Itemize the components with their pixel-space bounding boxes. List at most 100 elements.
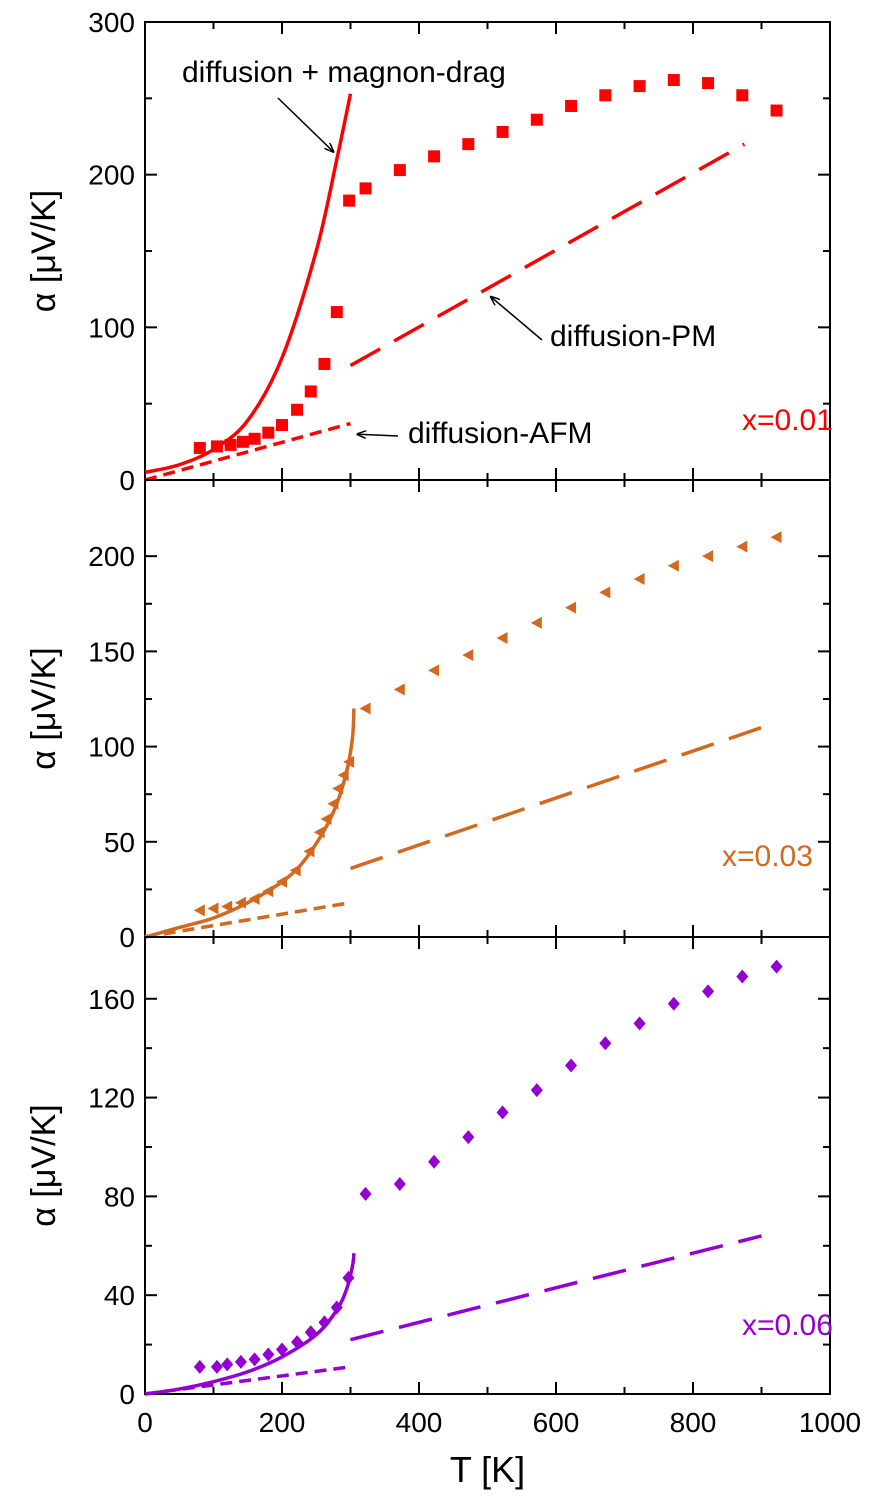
curve-diffusion-pm <box>349 725 763 871</box>
data-point <box>633 80 646 93</box>
data-point <box>304 385 317 398</box>
data-point <box>221 1357 234 1372</box>
y-axis-label: α [μV/K] <box>25 647 63 769</box>
data-point <box>496 632 508 645</box>
curve-diffusion-magnon-drag <box>144 708 356 939</box>
curve-diffusion-magnon-drag <box>144 93 353 475</box>
data-point <box>633 1016 646 1031</box>
data-point <box>667 996 680 1011</box>
data-point <box>234 1354 247 1369</box>
panel-middle: 0 50 100 150 200 α [μV/K] x=0.03 <box>25 479 831 953</box>
data-point <box>599 89 612 102</box>
data-point <box>770 531 782 544</box>
y-tick-label: 100 <box>88 732 135 763</box>
x-tick-label: 1000 <box>799 1407 861 1438</box>
data-point <box>359 1186 372 1201</box>
sample-label: x=0.06 <box>742 1309 833 1342</box>
y-tick-label: 40 <box>104 1280 135 1311</box>
data-point <box>393 1177 406 1192</box>
data-point <box>359 182 372 195</box>
y-tick-label: 0 <box>119 1379 135 1410</box>
data-point <box>359 702 371 715</box>
data-point <box>667 559 679 572</box>
x-tick-label: 200 <box>259 1407 306 1438</box>
x-axis-label: T [K] <box>450 1449 525 1490</box>
sample-label: x=0.01 <box>742 404 833 437</box>
annotation-label: diffusion-PM <box>550 320 716 353</box>
curve-diffusion-magnon-drag <box>144 1252 356 1396</box>
y-tick-label: 150 <box>88 636 135 667</box>
curve-diffusion-afm <box>144 421 351 482</box>
data-point <box>565 99 578 112</box>
y-tick-label: 200 <box>88 541 135 572</box>
curve-diffusion-afm <box>144 1365 351 1396</box>
data-point <box>462 649 474 662</box>
data-point <box>496 1105 509 1120</box>
data-point <box>193 441 206 454</box>
curve-diffusion-pm <box>350 1234 762 1342</box>
data-point <box>530 113 543 126</box>
data-point <box>530 1083 543 1098</box>
y-tick-label: 80 <box>104 1181 135 1212</box>
data-point <box>565 601 577 614</box>
data-point <box>736 89 749 102</box>
y-axis-label: α [μV/K] <box>25 1104 63 1226</box>
data-point <box>393 683 405 696</box>
data-point <box>221 900 233 913</box>
y-tick-label: 50 <box>104 827 135 858</box>
data-point <box>667 74 680 87</box>
y-tick-label: 100 <box>88 312 135 343</box>
data-point <box>248 1352 261 1367</box>
data-point <box>736 969 749 984</box>
y-tick-label: 120 <box>88 1083 135 1114</box>
data-point <box>702 550 714 563</box>
data-point <box>599 1036 612 1051</box>
data-point <box>318 357 331 370</box>
data-point <box>262 426 275 439</box>
data-point <box>702 77 715 90</box>
data-point <box>462 138 475 151</box>
annotation-label: diffusion-AFM <box>408 417 593 450</box>
data-point <box>770 959 783 974</box>
data-point <box>276 1342 288 1357</box>
data-point <box>633 573 645 586</box>
panel-top: 0 100 200 300 α [μV/K] x=0.01 diffusion + magn… <box>25 7 833 496</box>
data-point <box>428 150 441 163</box>
y-tick-label: 300 <box>88 7 135 38</box>
curve-diffusion-pm <box>349 142 746 368</box>
annotation-arrow <box>277 97 333 152</box>
data-point <box>736 540 748 553</box>
data-point <box>702 984 715 999</box>
x-tick-label: 400 <box>396 1407 443 1438</box>
annotation-arrow <box>357 434 399 436</box>
data-point <box>193 904 205 917</box>
data-point <box>291 403 304 416</box>
data-point <box>343 194 356 207</box>
x-tick-label: 600 <box>533 1407 580 1438</box>
y-tick-label: 0 <box>119 465 135 496</box>
y-axis-label: α [μV/K] <box>25 190 63 312</box>
plot-frame <box>144 21 831 481</box>
data-point <box>330 306 343 319</box>
data-point <box>262 1347 275 1362</box>
data-point <box>276 419 288 432</box>
y-tick-label: 0 <box>119 922 135 953</box>
y-tick-label: 200 <box>88 160 135 191</box>
plot-frame <box>144 936 831 1395</box>
panel-bottom: 0 40 80 120 160 0 200 400 600 800 1000 α [μV/K] x=0.… <box>25 936 861 1438</box>
curve-diffusion-afm <box>144 900 351 939</box>
x-tick-label: 0 <box>137 1407 153 1438</box>
data-point <box>599 586 611 599</box>
data-point <box>207 902 219 915</box>
data-point <box>193 1359 206 1374</box>
x-tick-label: 800 <box>670 1407 717 1438</box>
data-point <box>248 432 261 445</box>
data-point <box>428 664 440 677</box>
data-point <box>462 1130 475 1145</box>
sample-label: x=0.03 <box>722 840 813 873</box>
data-point <box>393 164 406 177</box>
y-tick-label: 160 <box>88 984 135 1015</box>
data-point <box>318 1315 331 1330</box>
data-point <box>428 1154 441 1169</box>
